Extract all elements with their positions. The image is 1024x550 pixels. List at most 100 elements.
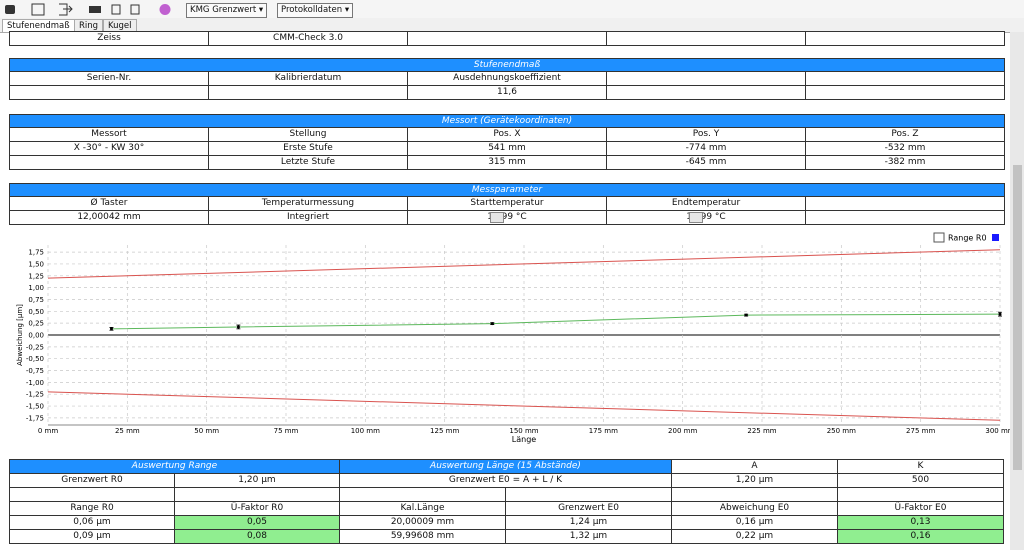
- table-cell: Pos. Z: [805, 127, 1005, 142]
- data-point: [490, 322, 494, 326]
- edit-button: [490, 212, 504, 223]
- section-title: Messort (Gerätekoordinaten): [9, 114, 1005, 128]
- y-tick-label: 0,50: [28, 308, 44, 316]
- table-cell: Letzte Stufe: [208, 155, 408, 170]
- table-cell: Grenzwert E0 = A + L / K: [339, 473, 672, 488]
- x-tick-label: 300 mm: [985, 427, 1010, 435]
- table-cell: Grenzwert R0: [9, 473, 175, 488]
- table-cell: Pos. Y: [606, 127, 806, 142]
- table-cell: Ü-Faktor R0: [174, 501, 340, 516]
- scroll-thumb[interactable]: [1013, 165, 1022, 470]
- dropdown-label: KMG Grenzwert: [190, 5, 257, 15]
- x-tick-label: 75 mm: [274, 427, 299, 435]
- table-cell: X -30° - KW 30°: [9, 141, 209, 156]
- preview-icon[interactable]: [111, 4, 121, 15]
- empty-cell: [805, 31, 1005, 46]
- y-tick-label: 1,25: [28, 272, 44, 280]
- x-tick-label: 0 mm: [38, 427, 58, 435]
- table-cell: Grenzwert E0: [505, 501, 672, 516]
- data-point: [109, 327, 113, 331]
- legend-label: Range R0: [948, 234, 987, 243]
- table-cell: 11,6: [407, 85, 607, 100]
- y-tick-label: 0,00: [28, 332, 44, 340]
- table-cell: 315 mm: [407, 155, 607, 170]
- edit-button: [689, 212, 703, 223]
- table-cell: Starttemperatur: [407, 196, 607, 211]
- page-icon[interactable]: [130, 4, 140, 15]
- table-cell: Range R0: [9, 501, 175, 516]
- x-tick-label: 150 mm: [509, 427, 538, 435]
- table-cell: 500: [837, 473, 1004, 488]
- y-tick-label: 1,75: [28, 249, 44, 257]
- table-cell: CMM-Check 3.0: [208, 31, 408, 46]
- x-tick-label: 125 mm: [430, 427, 459, 435]
- x-tick-label: 275 mm: [906, 427, 935, 435]
- table-cell: 541 mm: [407, 141, 607, 156]
- y-tick-label: -1,75: [26, 414, 44, 422]
- table-cell: Endtemperatur: [606, 196, 806, 211]
- table-cell: 19,99 °C: [606, 210, 806, 225]
- dropdown[interactable]: KMG Grenzwert ▾: [186, 3, 268, 18]
- series-line: [47, 391, 1001, 421]
- table-cell: 59,99608 mm: [339, 529, 506, 544]
- table-cell: Messort: [9, 127, 209, 142]
- table-cell: 0,09 µm: [9, 529, 175, 544]
- y-tick-label: -0,25: [26, 343, 44, 351]
- y-tick-label: -0,50: [26, 355, 44, 363]
- scrollbar[interactable]: [1010, 32, 1024, 550]
- empty-cell: [208, 85, 408, 100]
- print-icon[interactable]: [89, 6, 101, 13]
- empty-cell: [805, 85, 1005, 100]
- table-cell: 12,00042 mm: [9, 210, 209, 225]
- legend-checkbox[interactable]: [933, 232, 945, 243]
- export-icon[interactable]: [59, 3, 73, 16]
- y-tick-label: 1,00: [28, 284, 44, 292]
- y-tick-label: -1,25: [26, 391, 44, 399]
- chart: 1,75 1,50 1,25 1,00 0,75 0,50 0,25 0,00 -0,25 -0,…: [16, 232, 1010, 444]
- x-tick-label: 50 mm: [194, 427, 219, 435]
- table-cell: Pos. X: [407, 127, 607, 142]
- table-cell: Temperaturmessung: [208, 196, 408, 211]
- table-cell: -774 mm: [606, 141, 806, 156]
- table-cell: Kalibrierdatum: [208, 71, 408, 86]
- table-cell: Ausdehnungskoeffizient: [407, 71, 607, 86]
- table-cell: 1,20 µm: [174, 473, 340, 488]
- table-cell: 0,16: [837, 529, 1004, 544]
- y-tick-label: 0,25: [28, 320, 44, 328]
- table-cell: -645 mm: [606, 155, 806, 170]
- y-tick-label: -0,75: [26, 367, 44, 375]
- empty-cell: [805, 210, 1005, 225]
- empty-cell: [174, 487, 340, 502]
- color-icon[interactable]: [159, 4, 171, 15]
- empty-cell: [606, 71, 806, 86]
- empty-cell: [805, 71, 1005, 86]
- table-cell: K: [837, 459, 1004, 474]
- toolbar-icons: [5, 3, 171, 16]
- x-tick-label: 100 mm: [351, 427, 380, 435]
- empty-cell: [606, 85, 806, 100]
- y-axis-label: Abweichung [µm]: [16, 304, 24, 366]
- empty-cell: [9, 487, 175, 502]
- close-icon[interactable]: [5, 5, 15, 14]
- tab[interactable]: Ring: [74, 19, 104, 33]
- empty-cell: [339, 487, 506, 502]
- table-cell: Serien-Nr.: [9, 71, 209, 86]
- x-tick-label: 250 mm: [827, 427, 856, 435]
- empty-cell: [9, 155, 209, 170]
- table-cell: Ü-Faktor E0: [837, 501, 1004, 516]
- section-title: Messparameter: [9, 183, 1005, 197]
- table-cell: Abweichung E0: [671, 501, 838, 516]
- save-icon[interactable]: [31, 3, 45, 16]
- empty-cell: [505, 487, 672, 502]
- table-cell: 0,13: [837, 515, 1004, 530]
- dropdown[interactable]: Protokolldaten ▾: [277, 3, 354, 18]
- table-cell: Erste Stufe: [208, 141, 408, 156]
- tab[interactable]: Kugel: [103, 19, 137, 33]
- table-cell: 0,05: [174, 515, 340, 530]
- empty-cell: [837, 487, 1004, 502]
- table-cell: 1,32 µm: [505, 529, 672, 544]
- table-cell: Auswertung Range: [9, 459, 340, 474]
- data-point: [744, 313, 748, 317]
- table-cell: 0,06 µm: [9, 515, 175, 530]
